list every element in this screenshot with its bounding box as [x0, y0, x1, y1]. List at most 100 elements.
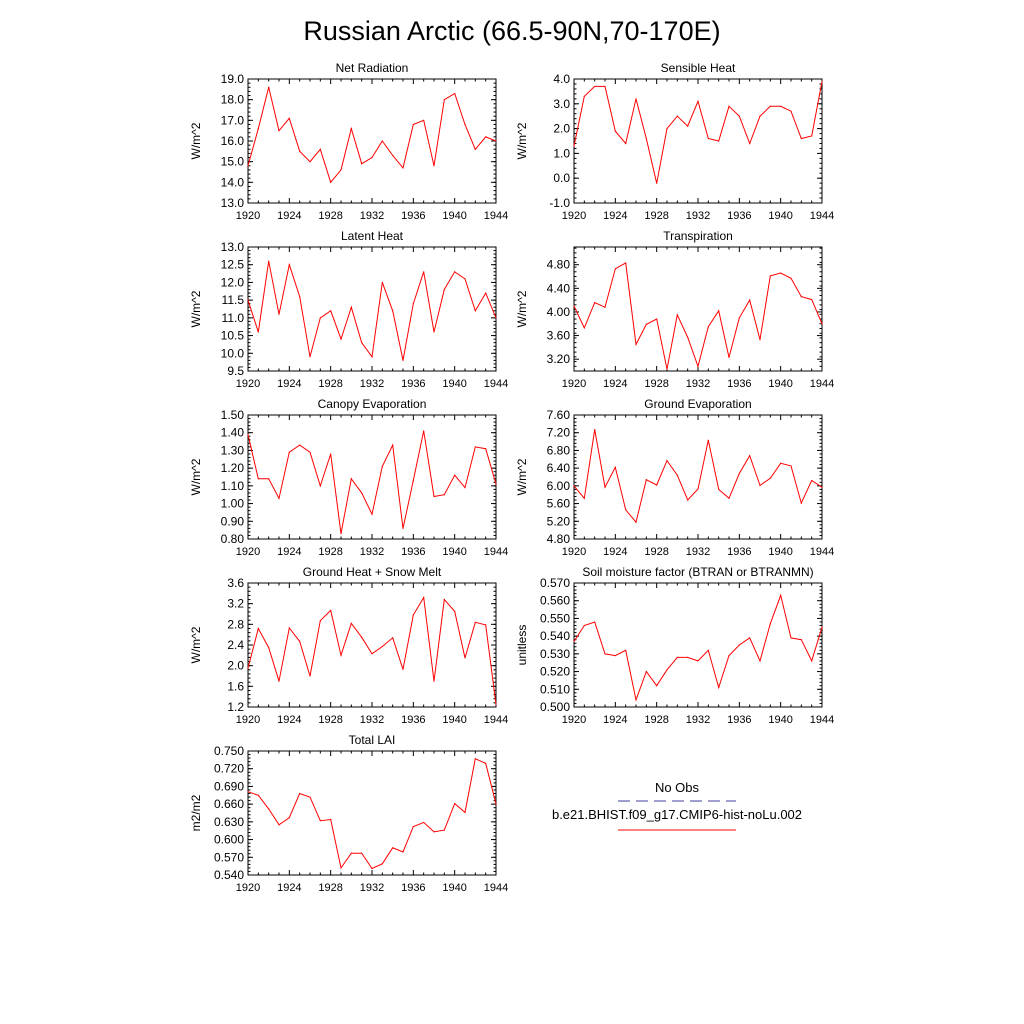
plot-frame: [247, 582, 497, 708]
y-tick-label: 10.5: [221, 329, 245, 343]
y-tick-label: 14.0: [221, 175, 245, 189]
panel-title: Latent Heat: [341, 229, 404, 243]
data-point: [350, 478, 352, 480]
data-point: [718, 686, 720, 689]
data-point: [361, 342, 363, 344]
y-tick-label: 12.5: [221, 258, 245, 272]
data-point: [687, 499, 689, 501]
data-point: [718, 488, 720, 490]
data-point: [299, 444, 301, 446]
data-point: [412, 825, 414, 828]
data-point: [495, 483, 497, 485]
series-line: [247, 261, 497, 361]
x-tick-label: 1944: [484, 210, 508, 222]
data-point: [656, 685, 658, 687]
data-point: [330, 609, 332, 611]
data-point: [821, 323, 823, 325]
data-point: [800, 502, 802, 504]
panel-2: Sensible Heat W/m^2 -1.0 0.0 1.0 2.0 3.0 4.0 192…: [515, 61, 834, 222]
x-tick-label: 1932: [360, 546, 384, 558]
panel-8: Soil moisture factor (BTRAN or BTRANMN) u…: [515, 565, 834, 726]
data-point: [247, 165, 249, 167]
data-point: [790, 637, 792, 639]
data-point: [443, 598, 445, 601]
data-point: [495, 803, 497, 805]
y-tick-label: 1.10: [221, 479, 245, 493]
x-tick-label: 1928: [318, 210, 342, 222]
data-point: [381, 140, 383, 142]
legend: No Obs b.e21.BHIST.f09_g17.CMIP6-hist-no…: [552, 780, 802, 831]
data-point: [790, 277, 792, 279]
data-point: [718, 310, 720, 312]
data-point: [247, 299, 249, 301]
data-point: [769, 623, 771, 625]
data-point: [485, 762, 487, 765]
y-tick-label: 13.0: [221, 196, 245, 210]
data-point: [381, 645, 383, 648]
series-line: [247, 595, 497, 705]
data-point: [811, 479, 813, 482]
y-tick-label: 0.500: [540, 700, 570, 714]
x-tick-label: 1920: [562, 210, 586, 222]
figure-title: Russian Arctic (66.5-90N,70-170E): [303, 16, 720, 46]
data-point: [288, 817, 290, 819]
data-point: [340, 533, 342, 535]
data-point: [392, 444, 394, 446]
data-point: [594, 429, 596, 431]
y-tick-label: 6.80: [547, 443, 571, 457]
data-point: [257, 478, 259, 480]
data-point: [635, 699, 637, 701]
data-point: [454, 802, 456, 805]
data-point: [433, 680, 435, 682]
x-tick-label: 1936: [401, 378, 425, 390]
x-tick-label: 1940: [442, 378, 466, 390]
data-point: [319, 485, 321, 487]
x-tick-label: 1928: [318, 714, 342, 726]
data-point: [433, 831, 435, 833]
data-point: [319, 620, 321, 622]
x-tick-label: 1944: [810, 210, 834, 222]
data-point: [759, 660, 761, 662]
y-tick-label: 6.00: [547, 479, 571, 493]
data-point: [350, 128, 352, 130]
data-point: [583, 95, 585, 97]
data-point: [350, 622, 352, 624]
data-point: [759, 339, 761, 341]
data-point: [350, 852, 352, 854]
data-point: [625, 509, 627, 511]
x-tick-label: 1920: [562, 546, 586, 558]
x-tick-label: 1936: [727, 546, 751, 558]
plot-frame: [573, 582, 823, 708]
x-tick-label: 1944: [484, 378, 508, 390]
data-point: [573, 485, 575, 487]
data-point: [268, 478, 270, 480]
y-tick-label: 0.750: [214, 744, 244, 758]
data-point: [268, 86, 270, 88]
plot-frame: [573, 414, 823, 540]
y-axis-label: W/m^2: [189, 122, 203, 159]
data-point: [423, 596, 425, 599]
y-tick-label: 0.510: [540, 682, 570, 696]
y-tick-label: 4.80: [547, 532, 571, 546]
x-tick-label: 1944: [810, 378, 834, 390]
x-tick-label: 1920: [562, 378, 586, 390]
data-point: [697, 488, 699, 490]
x-tick-label: 1936: [401, 882, 425, 894]
y-tick-label: 4.40: [547, 281, 571, 295]
data-point: [821, 626, 823, 628]
data-point: [676, 656, 678, 659]
data-point: [402, 668, 404, 670]
data-point: [412, 614, 414, 616]
data-point: [257, 128, 259, 130]
y-tick-label: 18.0: [221, 93, 245, 107]
x-tick-label: 1928: [644, 210, 668, 222]
data-point: [392, 310, 394, 312]
data-point: [656, 318, 658, 320]
data-point: [697, 365, 699, 367]
x-tick-label: 1940: [768, 546, 792, 558]
data-point: [474, 310, 476, 312]
y-tick-label: 3.20: [547, 352, 571, 366]
data-point: [811, 298, 813, 301]
data-point: [309, 451, 311, 453]
